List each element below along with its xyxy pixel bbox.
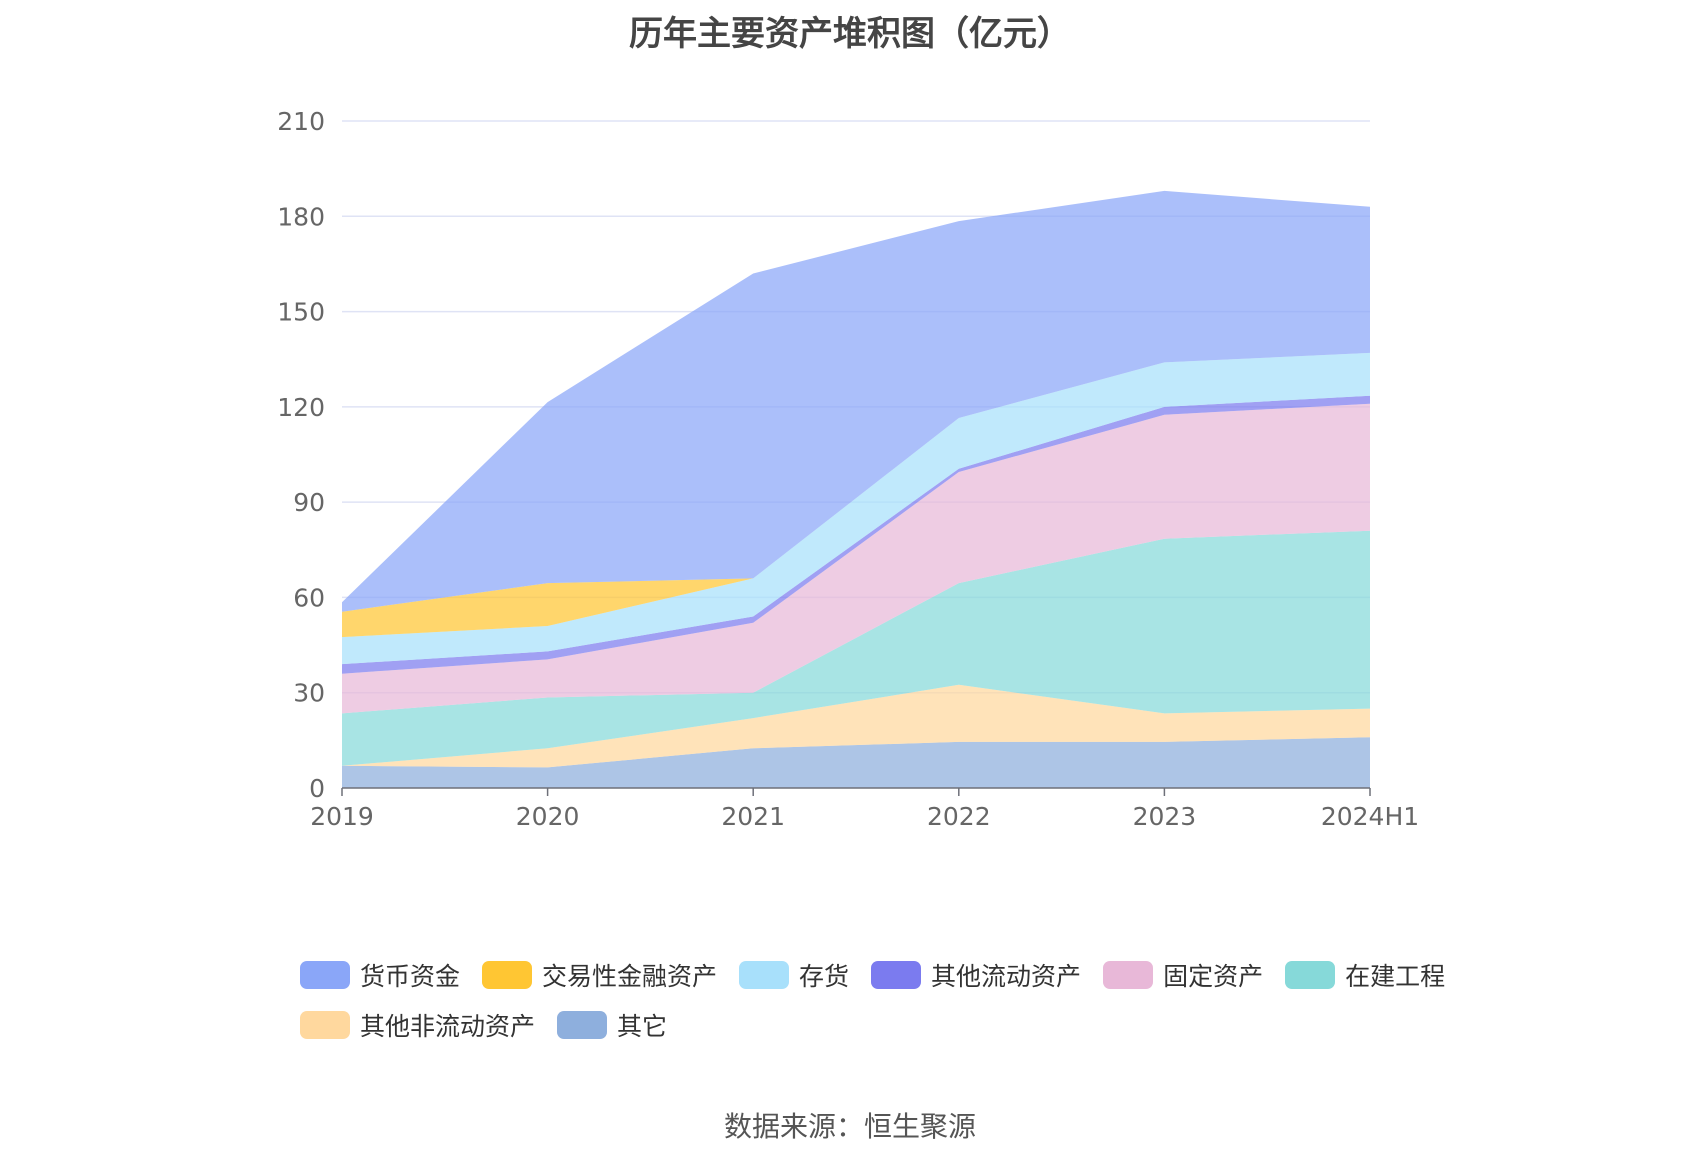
area-series: [342, 352, 1370, 665]
y-tick-label: 180: [277, 202, 325, 231]
area-series: [342, 684, 1370, 768]
x-tick-label: 2023: [1133, 802, 1197, 831]
legend-item-monetary-funds[interactable]: 货币资金: [300, 955, 460, 995]
area-series: [342, 403, 1370, 714]
legend-item-trading-financial-assets[interactable]: 交易性金融资产: [482, 955, 717, 995]
x-tick-label: 2022: [927, 802, 991, 831]
legend-item-construction-in-progress[interactable]: 在建工程: [1285, 955, 1445, 995]
legend-swatch: [300, 1011, 350, 1039]
legend-swatch: [300, 961, 350, 989]
legend-label: 货币资金: [360, 962, 461, 991]
area-series: [342, 530, 1370, 766]
x-tick-label: 2019: [310, 802, 374, 831]
legend-swatch: [1103, 961, 1154, 989]
legend-item-inventory[interactable]: 存货: [739, 955, 849, 995]
legend-label: 其他非流动资产: [360, 1012, 536, 1041]
legend-item-other-current-assets[interactable]: 其他流动资产: [871, 955, 1081, 995]
legend-item-others[interactable]: 其它: [557, 1005, 667, 1045]
area-series: [342, 352, 1370, 638]
x-tick-label: 2024H1: [1321, 802, 1419, 831]
legend-label: 在建工程: [1345, 962, 1446, 991]
stacked-area-chart: 0 30 60 90 120 150 180 210 2019 2020 2021 2022 2023 2…: [277, 107, 1419, 831]
legend-label: 其它: [617, 1012, 668, 1041]
area-series: [342, 190, 1370, 612]
data-source: 数据来源：恒生聚源: [723, 1110, 976, 1143]
legend-swatch: [482, 961, 533, 989]
legend-item-other-non-current-assets[interactable]: 其他非流动资产: [300, 1005, 535, 1045]
y-tick-label: 210: [277, 107, 325, 136]
legend: 货币资金 交易性金融资产 存货 其他流动资产 固定资产 在建工程 其他非流动资产…: [300, 955, 1450, 1045]
y-tick-label: 0: [309, 774, 325, 803]
legend-swatch: [1285, 961, 1336, 989]
legend-label: 存货: [799, 962, 850, 991]
legend-swatch: [739, 961, 790, 989]
x-tick-label: 2021: [721, 802, 785, 831]
y-tick-label: 90: [293, 488, 325, 517]
legend-item-fixed-assets[interactable]: 固定资产: [1103, 955, 1263, 995]
legend-swatch: [871, 961, 922, 989]
y-tick-label: 150: [277, 298, 325, 327]
y-tick-label: 60: [293, 583, 325, 612]
area-series: [342, 737, 1370, 788]
y-tick-label: 120: [277, 393, 325, 422]
legend-label: 交易性金融资产: [542, 962, 718, 991]
chart-title: 历年主要资产堆积图（亿元）: [629, 14, 1071, 54]
legend-swatch: [557, 1011, 608, 1039]
x-tick-label: 2020: [516, 802, 580, 831]
legend-label: 固定资产: [1163, 962, 1264, 991]
y-tick-label: 30: [293, 679, 325, 708]
legend-label: 其他流动资产: [931, 962, 1082, 991]
